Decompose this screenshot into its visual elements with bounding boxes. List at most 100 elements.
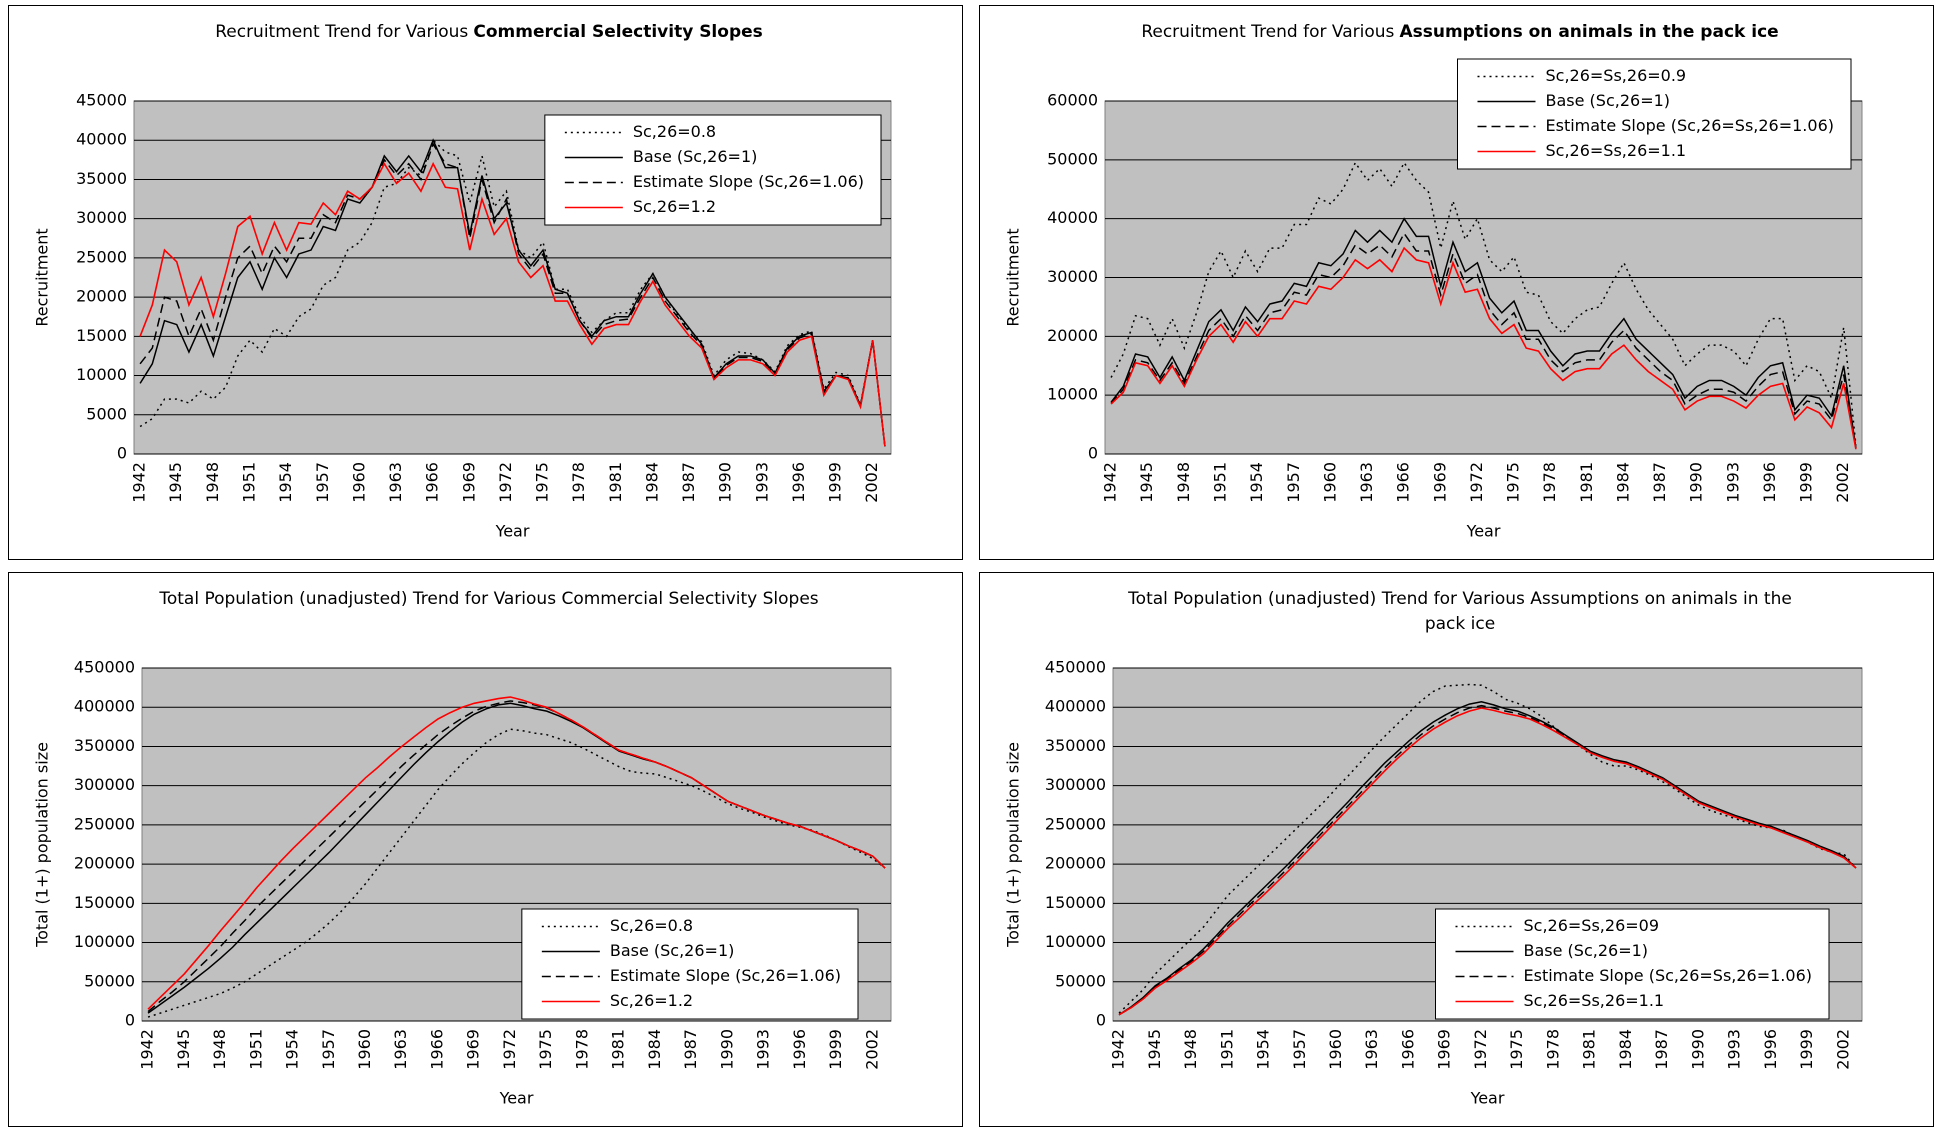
legend-label: Base (Sc,26=1) [1546, 91, 1671, 110]
y-axis-label: Recruitment [33, 228, 52, 326]
title-emphasis: Assumptions on animals in the pack ice [1399, 22, 1779, 42]
y-tick-label: 0 [1088, 444, 1098, 463]
x-tick-label: 1960 [1326, 1029, 1345, 1070]
x-tick-label: 1951 [239, 462, 258, 503]
x-tick-label: 2002 [862, 1029, 881, 1070]
x-tick-label: 1954 [283, 1029, 302, 1070]
x-tick-label: 1999 [826, 462, 845, 503]
y-tick-label: 150000 [74, 893, 135, 912]
legend-label: Sc,26=Ss,26=1.1 [1546, 141, 1687, 160]
x-tick-label: 1981 [609, 1029, 628, 1070]
y-tick-label: 100000 [74, 932, 135, 951]
x-tick-label: 2002 [1833, 1029, 1852, 1070]
y-tick-label: 300000 [74, 775, 135, 794]
x-tick-label: 1993 [1723, 462, 1742, 503]
title-text: Total Population (unadjusted) Trend for … [1128, 589, 1792, 634]
y-tick-label: 50000 [1047, 149, 1098, 168]
legend-box [1457, 58, 1852, 170]
x-tick-label: 1978 [572, 1029, 591, 1070]
legend-label: Sc,26=1.2 [610, 991, 693, 1010]
x-tick-label: 1951 [1217, 1029, 1236, 1070]
legend: Sc,26=Ss,26=0.9 Base (Sc,26=1) Estimate Sl… [1457, 58, 1852, 170]
x-tick-label: 1954 [1247, 462, 1266, 503]
x-tick-label: 1966 [1394, 462, 1413, 503]
y-tick-label: 5000 [86, 404, 127, 423]
x-tick-label: 1996 [789, 462, 808, 503]
x-tick-label: 1963 [386, 462, 405, 503]
x-tick-label: 1978 [1543, 1029, 1562, 1070]
title-text: Recruitment Trend for Various [1141, 22, 1395, 42]
x-tick-label: 1972 [1467, 462, 1486, 503]
y-tick-label: 35000 [76, 169, 127, 188]
y-tick-label: 350000 [1045, 736, 1106, 755]
x-tick-label: 1987 [1650, 462, 1669, 503]
y-tick-label: 250000 [74, 814, 135, 833]
series-line [1110, 217, 1857, 449]
legend-label: Estimate Slope (Sc,26=Ss,26=1.06) [1524, 966, 1813, 985]
legend-label: Sc,26=Ss,26=0.9 [1546, 66, 1687, 85]
x-tick-label: 1948 [203, 462, 222, 503]
series-line [139, 138, 886, 447]
legend-label: Sc,26=1.2 [633, 197, 716, 216]
y-tick-label: 450000 [1045, 658, 1106, 677]
x-tick-label: 2002 [862, 462, 881, 503]
chart-title: Total Population (unadjusted) Trend for … [139, 587, 839, 612]
x-tick-label: 1972 [496, 462, 515, 503]
x-tick-label: 1996 [790, 1029, 809, 1070]
series-line [1118, 683, 1857, 1014]
x-tick-label: 1948 [210, 1029, 229, 1070]
legend-box [1435, 908, 1830, 1020]
x-tick-label: 1954 [276, 462, 295, 503]
y-tick-label: 60000 [1047, 91, 1098, 110]
x-tick-label: 1990 [1688, 1029, 1707, 1070]
y-tick-label: 400000 [74, 697, 135, 716]
x-tick-label: 1990 [716, 462, 735, 503]
x-tick-label: 1957 [313, 462, 332, 503]
x-tick-label: 1945 [166, 462, 185, 503]
x-tick-label: 1963 [391, 1029, 410, 1070]
chart-panel: Recruitment Trend for Various Assumptions… [979, 5, 1934, 560]
legend-label: Base (Sc,26=1) [610, 941, 735, 960]
legend-label: Sc,26=Ss,26=1.1 [1524, 991, 1665, 1010]
x-tick-label: 1951 [246, 1029, 265, 1070]
legend-box [521, 908, 859, 1020]
x-axis-label: Year [1470, 1089, 1505, 1108]
legend-label: Base (Sc,26=1) [633, 147, 758, 166]
x-tick-label: 1975 [1507, 1029, 1526, 1070]
x-tick-label: 1942 [130, 462, 149, 503]
x-tick-label: 1990 [717, 1029, 736, 1070]
x-tick-label: 1984 [1616, 1029, 1635, 1070]
y-tick-label: 400000 [1045, 697, 1106, 716]
x-tick-label: 1972 [500, 1029, 519, 1070]
x-tick-label: 1966 [423, 462, 442, 503]
series-line [139, 161, 886, 447]
x-tick-label: 2002 [1833, 462, 1852, 503]
x-tick-label: 1981 [1577, 462, 1596, 503]
chart: 0 50000 100000 150000 200000 250000 300000 3500… [33, 658, 892, 1108]
x-tick-label: 1987 [679, 462, 698, 503]
title-text: Total Population (unadjusted) Trend for … [159, 589, 819, 609]
x-tick-label: 1984 [1613, 462, 1632, 503]
chart-title: Recruitment Trend for Various Assumptions… [1110, 20, 1810, 45]
legend-label: Sc,26=Ss,26=09 [1524, 916, 1660, 935]
legend-label: Estimate Slope (Sc,26=1.06) [633, 172, 864, 191]
series-line [139, 142, 886, 447]
chart-title: Total Population (unadjusted) Trend for … [1110, 587, 1810, 637]
y-tick-label: 40000 [1047, 208, 1098, 227]
y-tick-label: 30000 [1047, 267, 1098, 286]
y-tick-label: 0 [1096, 1011, 1106, 1030]
x-tick-label: 1954 [1254, 1029, 1273, 1070]
y-tick-label: 20000 [1047, 326, 1098, 345]
x-tick-label: 1969 [459, 462, 478, 503]
x-tick-label: 1942 [1101, 462, 1120, 503]
x-tick-label: 1948 [1181, 1029, 1200, 1070]
x-axis-label: Year [1466, 522, 1501, 541]
x-tick-label: 1945 [174, 1029, 193, 1070]
x-tick-label: 1987 [681, 1029, 700, 1070]
x-tick-label: 1978 [1540, 462, 1559, 503]
chart-panel: Total Population (unadjusted) Trend for … [979, 572, 1934, 1127]
x-tick-label: 1993 [752, 462, 771, 503]
x-tick-label: 1975 [536, 1029, 555, 1070]
y-axis-label: Total (1+) population size [1004, 742, 1023, 948]
x-tick-label: 1963 [1357, 462, 1376, 503]
